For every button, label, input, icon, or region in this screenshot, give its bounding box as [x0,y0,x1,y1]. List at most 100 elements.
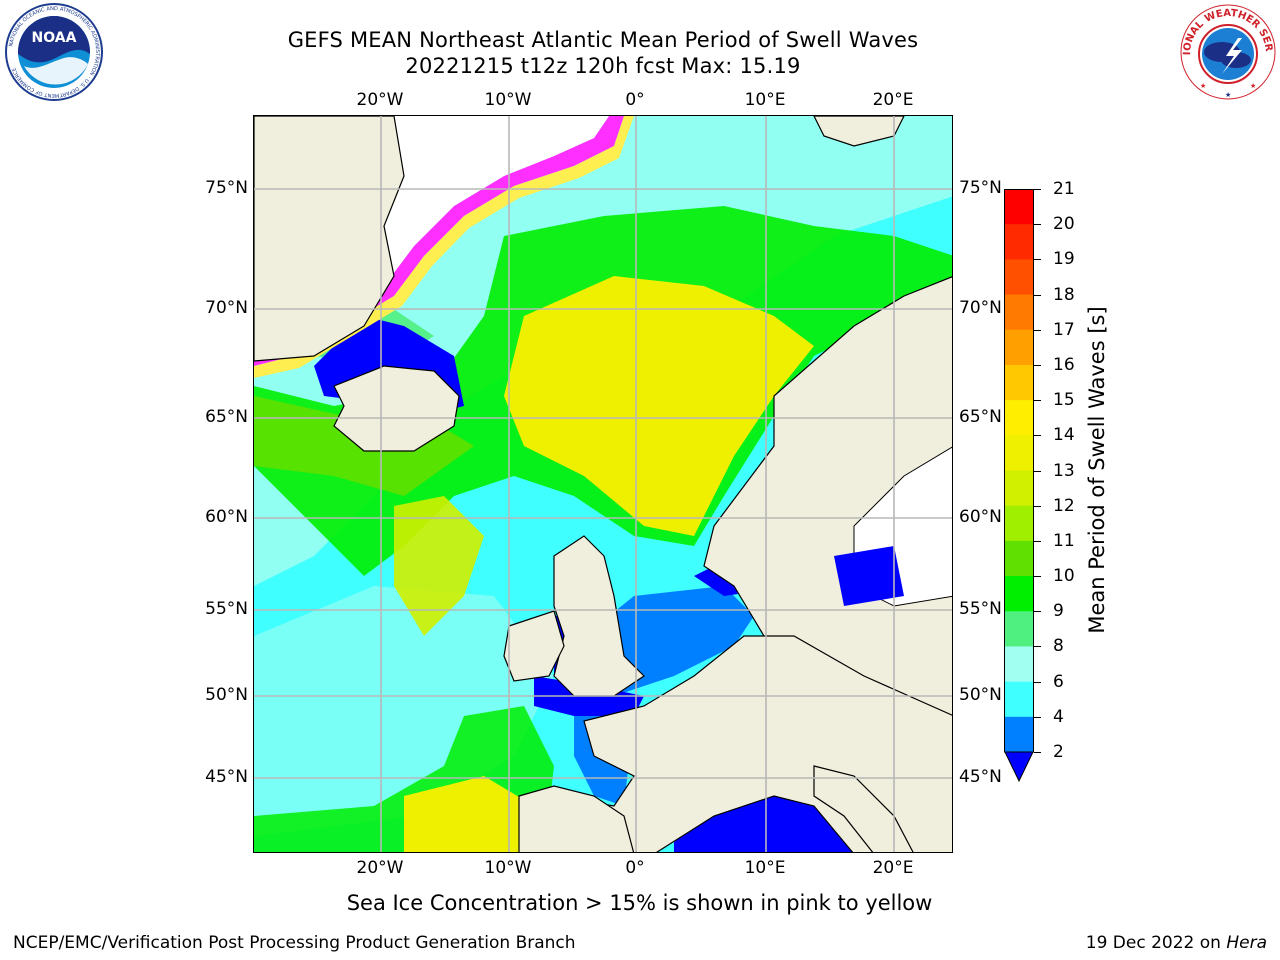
colorbar-title: Mean Period of Swell Waves [s] [1085,306,1109,634]
colorbar-tick [1034,646,1041,648]
lat-tick-right: 75°N [959,178,1002,198]
colorbar-band [1004,400,1034,436]
land-ireland [503,610,565,682]
colorbar-band [1004,681,1034,718]
svg-text:★: ★ [1200,82,1206,90]
colorbar-band [1004,294,1034,331]
colorbar-tick-label: 6 [1053,671,1064,692]
noaa-logo-text: NOAA [32,30,77,46]
colorbar-outline [1004,189,1034,753]
field-yellow-mid [394,496,484,636]
colorbar-tick [1034,611,1041,613]
lat-tick-left: 45°N [205,767,248,787]
colorbar-tick-label: 9 [1053,601,1064,622]
colorbar-tick [1034,505,1041,507]
lat-tick-right: 70°N [959,298,1002,318]
colorbar-band [1004,364,1034,401]
colorbar-tick [1034,716,1041,718]
colorbar-tick-label: 16 [1053,354,1075,375]
lon-tick-bottom: 10°W [484,858,532,878]
colorbar-tick [1034,576,1041,578]
lat-tick-left: 50°N [205,685,248,705]
colorbar-tick [1034,259,1041,261]
colorbar-band [1004,646,1034,683]
colorbar-tick-label: 4 [1053,706,1064,727]
colorbar-band [1004,259,1034,296]
colorbar-tick [1034,470,1041,472]
colorbar-band [1004,435,1034,471]
noaa-logo: NOAA NATIONAL OCEANIC AND ATMOSPHERIC AD… [5,3,103,101]
map-title: GEFS MEAN Northeast Atlantic Mean Period… [287,28,919,52]
svg-text:★: ★ [1225,91,1231,99]
lat-tick-right: 45°N [959,767,1002,787]
land-italy [813,765,914,852]
field-yellow-core [504,276,814,536]
colorbar [1004,189,1034,783]
colorbar-band [1004,611,1034,647]
colorbar-band [1004,470,1034,507]
sea-ice-margin [254,116,634,378]
credit-host: Hera [1226,933,1267,953]
land-iberia [518,785,635,852]
map-panel [253,115,953,853]
colorbar-band [1004,576,1034,612]
lon-tick-bottom: 0° [625,858,645,878]
lon-tick-bottom: 20°E [872,858,914,878]
graticule [254,116,952,852]
colorbar-tick [1034,681,1041,683]
colorbar-tick [1034,400,1041,402]
colorbar-tick [1034,540,1041,542]
field-yellow-south [404,776,534,852]
lon-tick-top: 20°E [872,90,914,110]
land-great-britain [553,535,645,697]
swell-period-map [254,116,952,852]
colorbar-tick-label: 19 [1053,249,1075,270]
colorbar-tick [1034,752,1041,753]
lat-tick-right: 55°N [959,599,1002,619]
colorbar-tick-label: 11 [1053,530,1075,551]
colorbar-tick-label: 14 [1053,425,1075,446]
colorbar-tick [1034,329,1041,331]
colorbar-tick [1034,435,1041,437]
colorbar-tick-label: 15 [1053,390,1075,411]
nws-logo: NATIONAL WEATHER SERVICE ★ ★ ★ [1178,2,1276,100]
lon-tick-top: 10°E [744,90,786,110]
colorbar-tick-label: 2 [1053,742,1064,762]
colorbar-tick-label: 10 [1053,566,1075,587]
colorbar-tick-label: 21 [1053,179,1075,199]
colorbar-band [1004,540,1034,577]
colorbar-tick [1034,189,1041,190]
credit-date-text: 19 Dec 2022 on [1085,933,1227,953]
lon-tick-top: 0° [625,90,645,110]
colorbar-band [1004,189,1034,225]
lat-tick-left: 75°N [205,178,248,198]
lat-tick-left: 60°N [205,507,248,527]
lon-tick-bottom: 10°E [744,858,786,878]
colorbar-tick-label: 17 [1053,319,1075,340]
map-subtitle: 20221215 t12z 120h fcst Max: 15.19 [405,54,801,78]
lon-tick-top: 10°W [484,90,532,110]
colorbar-tick-label: 13 [1053,460,1075,481]
colorbar-tick-label: 8 [1053,636,1064,657]
lat-tick-right: 50°N [959,685,1002,705]
lat-tick-right: 60°N [959,507,1002,527]
colorbar-tick [1034,294,1041,296]
lon-tick-top: 20°W [356,90,404,110]
lat-tick-left: 70°N [205,298,248,318]
credit-date: 19 Dec 2022 on Hera [1086,932,1267,954]
colorbar-tick-label: 12 [1053,495,1075,516]
field-baltic-south [834,546,904,606]
land-greenland [254,116,405,362]
colorbar-band [1004,716,1034,753]
credit-organization: NCEP/EMC/Verification Post Processing Pr… [13,933,576,953]
colorbar-tick-label: 20 [1053,214,1075,235]
lon-tick-bottom: 20°W [356,858,404,878]
land-iceland [333,365,460,452]
lat-tick-right: 65°N [959,407,1002,427]
svg-text:★: ★ [1250,82,1256,90]
colorbar-extend-arrow [1004,751,1034,783]
colorbar-band [1004,505,1034,542]
lat-tick-left: 65°N [205,407,248,427]
sea-ice-footnote: Sea Ice Concentration > 15% is shown in … [346,891,933,915]
land-svalbard [813,116,905,147]
